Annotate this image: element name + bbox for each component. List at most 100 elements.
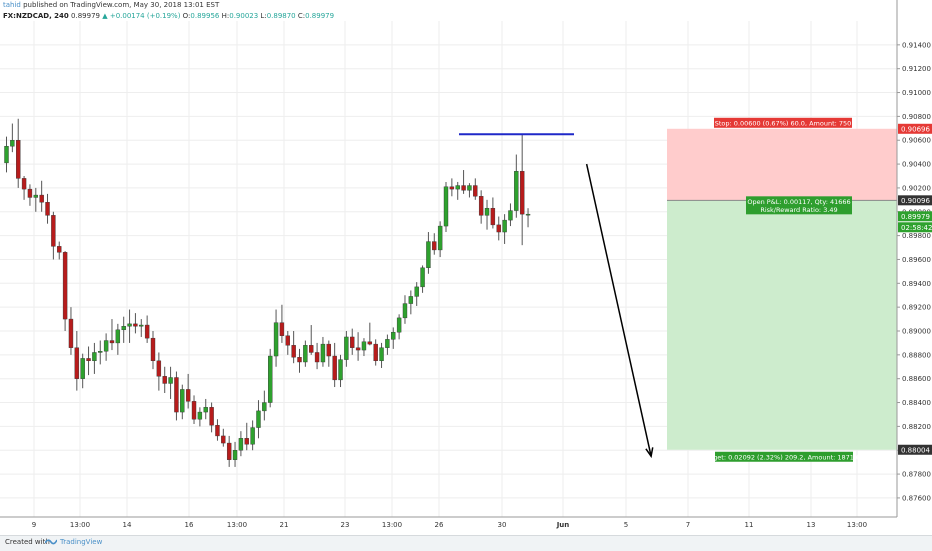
- author-link[interactable]: tahid: [3, 1, 21, 9]
- candle: [355, 347, 361, 351]
- candle: [209, 407, 214, 426]
- risk-reward-label: Risk/Reward Ratio: 3.49: [760, 206, 837, 214]
- candle: [484, 207, 490, 216]
- candle: [162, 376, 167, 384]
- candle: [92, 352, 97, 362]
- price-tick-label: 0.88600: [902, 375, 931, 383]
- tradingview-logo-icon: [45, 539, 57, 545]
- price-tick-label: 0.89400: [902, 280, 931, 288]
- time-tick-label: 11: [745, 521, 754, 529]
- forecast-arrowhead: [645, 447, 654, 459]
- candle: [180, 389, 185, 413]
- candle: [57, 246, 62, 253]
- price-chart[interactable]: 0.91400 0.91200 0.91000 0.90800 0.90600 0.904…: [0, 0, 932, 535]
- candle: [115, 329, 121, 344]
- bar-countdown-badge: [898, 222, 932, 233]
- time-tick-label: 13:00: [382, 521, 402, 529]
- candle: [262, 402, 267, 412]
- stop-price-label: 0.90696: [901, 125, 930, 133]
- time-tick-label: 13: [807, 521, 816, 529]
- price-tick-label: 0.88800: [902, 351, 931, 359]
- candle: [291, 345, 296, 358]
- candle: [10, 140, 15, 147]
- candle: [496, 224, 501, 233]
- close-value: 0.89979: [305, 12, 335, 20]
- candle: [338, 359, 343, 381]
- candle: [150, 337, 156, 362]
- current-price-badge: [898, 211, 932, 222]
- candle: [215, 424, 220, 437]
- take-profit-zone: [667, 200, 897, 450]
- candle: [33, 194, 38, 198]
- candle: [139, 324, 144, 327]
- candle: [309, 345, 314, 353]
- symbol-label[interactable]: FX:NZDCAD, 240: [3, 12, 69, 20]
- created-with-text: Created with: [5, 538, 50, 546]
- time-tick-label: 14: [123, 521, 132, 529]
- price-tick-label: 0.90400: [902, 161, 931, 169]
- entry-price-label: 0.90096: [901, 197, 930, 205]
- candle: [221, 435, 226, 444]
- stop-info-label: Stop: 0.00600 (0.67%) 60.0, Amount: 750: [715, 119, 852, 127]
- pnl-info-label: Open P&L: 0.00117, Qty: 41666: [747, 198, 850, 206]
- price-tick-label: 0.89000: [902, 328, 931, 336]
- candle: [297, 357, 302, 363]
- candle: [396, 317, 402, 333]
- price-tick-label: 0.87800: [902, 471, 931, 479]
- candle: [4, 145, 9, 164]
- candle: [344, 336, 349, 360]
- candle: [408, 296, 414, 304]
- candle: [21, 178, 27, 190]
- candle: [156, 360, 162, 377]
- candle: [426, 241, 431, 269]
- time-tick-label: 7: [686, 521, 690, 529]
- time-tick-label: 5: [624, 521, 628, 529]
- candle: [373, 343, 378, 362]
- candle: [174, 377, 179, 413]
- time-tick-label: 30: [498, 521, 507, 529]
- candle: [250, 427, 255, 445]
- candle: [68, 318, 74, 348]
- low-label: L:: [260, 12, 267, 20]
- position-labels: 0.90696 0.90096 0.89979 02:58:42 0.88004 Stop…: [703, 117, 932, 462]
- candle: [285, 335, 290, 346]
- price-tick-label: 0.88200: [902, 423, 931, 431]
- footer-bar: Created with TradingView: [0, 535, 932, 551]
- open-label: O:: [182, 12, 191, 20]
- candle: [51, 215, 56, 247]
- candle: [461, 185, 466, 191]
- time-tick-label: 13:00: [70, 521, 90, 529]
- forecast-arrow: [585, 163, 652, 457]
- high-label: H:: [221, 12, 230, 20]
- stop-info-label-box: [714, 117, 852, 128]
- bar-countdown-label: 02:58:42: [901, 224, 932, 232]
- candle: [273, 322, 279, 357]
- target-price-label: 0.88004: [901, 446, 930, 454]
- price-tick-label: 0.89800: [902, 232, 931, 240]
- candle: [391, 331, 396, 340]
- price-tick-label: 0.90800: [902, 113, 931, 121]
- candle: [185, 389, 191, 402]
- low-value: 0.89870: [266, 12, 296, 20]
- tradingview-link[interactable]: TradingView: [60, 538, 103, 546]
- time-tick-label: 9: [32, 521, 36, 529]
- candle: [320, 343, 326, 363]
- candle: [80, 358, 85, 379]
- candle: [144, 324, 150, 339]
- candle: [98, 351, 103, 353]
- candle: [74, 347, 80, 379]
- drawings: [459, 133, 654, 459]
- candle: [226, 442, 232, 460]
- candle: [39, 194, 44, 203]
- high-value: 0.90023: [229, 12, 259, 20]
- candle: [16, 140, 21, 179]
- candle: [86, 358, 91, 362]
- last-price: 0.89979: [71, 12, 100, 20]
- candle: [303, 345, 308, 363]
- candle: [121, 326, 126, 331]
- time-tick-label: 23: [341, 521, 350, 529]
- price-tick-label: 0.91400: [902, 41, 931, 49]
- candle: [478, 196, 484, 216]
- candle: [508, 210, 513, 221]
- candle: [449, 186, 455, 190]
